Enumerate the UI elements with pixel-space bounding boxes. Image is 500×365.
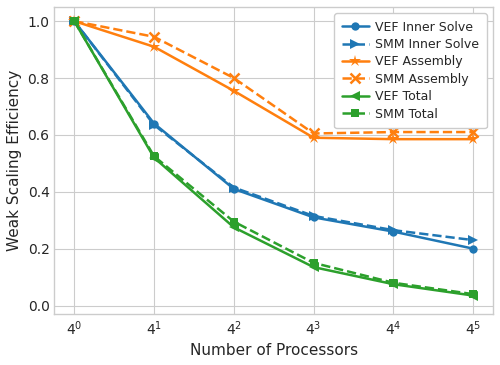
SMM Total xyxy=(390,281,396,285)
SMM Total xyxy=(231,219,237,224)
VEF Assembly xyxy=(231,89,237,93)
SMM Assembly xyxy=(231,76,237,80)
VEF Inner Solve xyxy=(151,121,157,126)
VEF Total xyxy=(151,155,157,160)
Line: VEF Inner Solve: VEF Inner Solve xyxy=(70,17,478,253)
SMM Assembly xyxy=(470,130,476,134)
Line: SMM Assembly: SMM Assembly xyxy=(70,16,478,138)
SMM Inner Solve xyxy=(390,228,396,233)
VEF Assembly xyxy=(470,137,476,141)
SMM Assembly xyxy=(390,130,396,134)
SMM Assembly xyxy=(310,131,316,136)
SMM Total xyxy=(470,292,476,296)
Line: VEF Total: VEF Total xyxy=(70,16,478,300)
SMM Inner Solve xyxy=(72,19,78,23)
VEF Inner Solve xyxy=(72,19,78,23)
X-axis label: Number of Processors: Number of Processors xyxy=(190,343,358,358)
SMM Assembly xyxy=(72,19,78,23)
VEF Assembly xyxy=(390,137,396,141)
SMM Inner Solve xyxy=(470,238,476,242)
SMM Total xyxy=(310,261,316,265)
Line: SMM Total: SMM Total xyxy=(70,17,478,298)
SMM Total xyxy=(151,154,157,158)
Line: SMM Inner Solve: SMM Inner Solve xyxy=(70,16,478,245)
Y-axis label: Weak Scaling Efficiency: Weak Scaling Efficiency xyxy=(7,70,22,251)
VEF Total xyxy=(72,19,78,23)
VEF Assembly xyxy=(151,45,157,49)
VEF Total xyxy=(470,293,476,298)
VEF Total xyxy=(231,225,237,230)
VEF Assembly xyxy=(310,135,316,140)
SMM Total xyxy=(72,19,78,23)
VEF Total xyxy=(390,282,396,287)
Line: VEF Assembly: VEF Assembly xyxy=(68,15,480,145)
Legend: VEF Inner Solve, SMM Inner Solve, VEF Assembly, SMM Assembly, VEF Total, SMM Tot: VEF Inner Solve, SMM Inner Solve, VEF As… xyxy=(334,13,487,128)
SMM Inner Solve xyxy=(151,123,157,127)
VEF Inner Solve xyxy=(470,246,476,251)
VEF Inner Solve xyxy=(310,215,316,220)
SMM Inner Solve xyxy=(310,214,316,218)
SMM Inner Solve xyxy=(231,185,237,190)
VEF Assembly xyxy=(72,19,78,23)
VEF Total xyxy=(310,265,316,269)
SMM Assembly xyxy=(151,35,157,39)
VEF Inner Solve xyxy=(231,187,237,191)
VEF Inner Solve xyxy=(390,229,396,234)
